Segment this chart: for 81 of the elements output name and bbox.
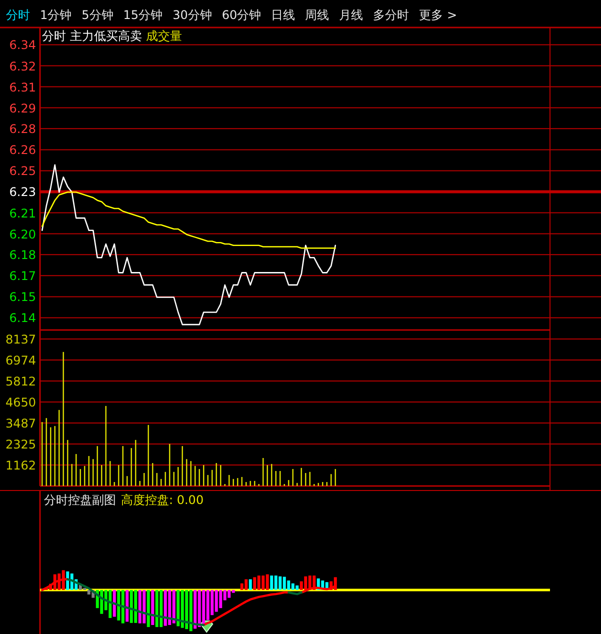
bar (287, 580, 290, 590)
bar (142, 590, 146, 624)
text: 5分钟 (82, 8, 114, 22)
y-tick-label: 6.25 (9, 164, 36, 178)
y-tick-label: 6.18 (9, 248, 36, 262)
bar (172, 590, 176, 624)
chart-title: 分时 主力低买高卖 (42, 29, 142, 43)
y-tick-label: 6.28 (9, 122, 36, 136)
bar (228, 590, 231, 598)
bar (296, 585, 299, 590)
bar (214, 590, 218, 612)
bar (112, 590, 116, 617)
bar (206, 590, 210, 620)
bar (244, 579, 248, 590)
bar (270, 576, 274, 590)
bar (189, 590, 192, 632)
y-tick-label: 6974 (5, 354, 36, 368)
bar (257, 576, 260, 590)
chart-title: 分时控盘副图 (44, 493, 116, 507)
bar (121, 590, 124, 624)
bar (130, 590, 133, 623)
y-tick-label: 6.31 (9, 80, 36, 94)
text: 月线 (339, 8, 364, 22)
bar (117, 590, 120, 620)
y-tick-label: 3487 (5, 416, 36, 431)
y-tick-label: 6.23 (9, 185, 36, 200)
y-tick-label: 6.15 (9, 290, 36, 304)
y-tick-label: 6.34 (9, 38, 36, 52)
text: 日线 (271, 8, 296, 22)
y-tick-label: 6.29 (9, 101, 36, 116)
chart-subtitle: 高度控盘: 0.00 (121, 493, 204, 507)
bar (138, 590, 142, 624)
bar (202, 590, 206, 625)
text: 30分钟 (172, 8, 212, 22)
bar (262, 576, 265, 590)
y-tick-label: 6.14 (9, 311, 36, 326)
bar (198, 590, 201, 628)
bar (194, 590, 197, 629)
y-tick-label: 4650 (5, 395, 36, 410)
y-tick-label: 6.17 (9, 269, 36, 284)
y-tick-label: 6.26 (9, 143, 36, 158)
bar (100, 590, 104, 614)
line-series (41, 164, 336, 326)
bar (180, 590, 184, 628)
bar (146, 590, 150, 628)
bar (126, 590, 129, 622)
y-tick-label: 2325 (5, 437, 36, 452)
bar (176, 590, 180, 626)
bar (248, 579, 252, 590)
bar (134, 590, 138, 623)
chart-title: 成交量 (146, 29, 182, 43)
bar (87, 590, 90, 595)
bar (168, 590, 172, 625)
y-tick-label: 1162 (5, 458, 36, 473)
y-tick-label: 6.20 (9, 227, 36, 242)
bar (155, 590, 158, 628)
bar (278, 576, 282, 590)
bar (185, 590, 188, 630)
text: 15分钟 (123, 8, 163, 22)
line-series (41, 192, 336, 249)
bar (266, 574, 269, 590)
bar (164, 590, 167, 626)
bar (253, 577, 256, 590)
bar (291, 583, 294, 590)
text: 1分钟 (40, 8, 72, 22)
y-tick-label: 8137 (5, 332, 36, 346)
text: 周线 (305, 8, 330, 22)
bar (151, 590, 154, 625)
text: 更多 > (419, 8, 457, 22)
bar (240, 583, 244, 590)
bar (108, 590, 112, 618)
bar (160, 590, 163, 628)
bar (282, 576, 286, 590)
bar (274, 576, 278, 590)
text: 多分时 (373, 8, 410, 22)
y-tick-label: 5812 (5, 374, 36, 389)
text: 60分钟 (222, 8, 262, 22)
y-tick-label: 6.32 (9, 59, 36, 74)
bar (219, 590, 222, 608)
text: 分时 (6, 8, 30, 22)
y-tick-label: 6.21 (9, 206, 36, 220)
